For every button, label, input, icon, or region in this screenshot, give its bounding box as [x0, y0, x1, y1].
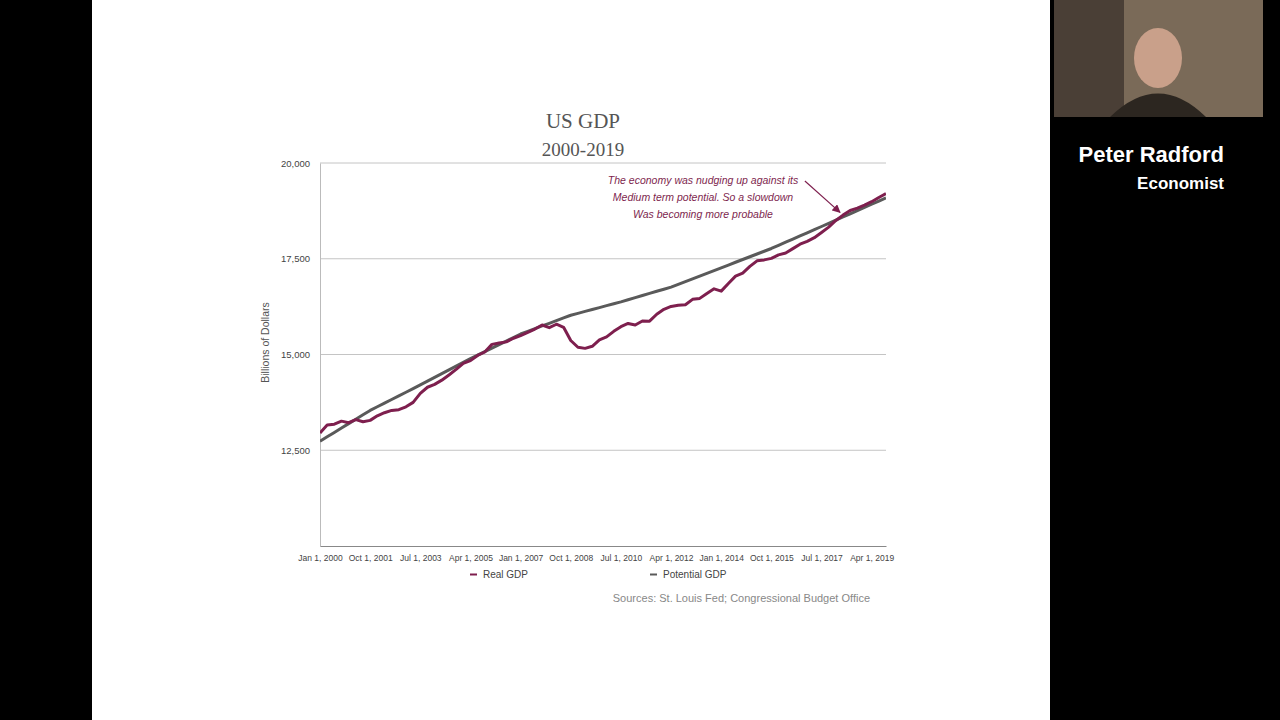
legend-swatch: [650, 574, 657, 576]
title: US GDP: [546, 109, 620, 133]
x-tick: Oct 1, 2015: [750, 546, 794, 563]
grid: [320, 163, 886, 450]
y-tick-label: 15,000: [281, 349, 310, 360]
y-axis-line: [320, 164, 321, 547]
annotation-line: The economy was nudging up against its: [608, 174, 799, 186]
y-tick-label: 17,500: [281, 253, 310, 264]
y-tick: 15,000: [281, 349, 320, 360]
annotation-line: Medium term potential. So a slowdown: [613, 191, 793, 203]
x-tick: Jan 1, 2000: [298, 546, 343, 563]
y-axis-title: Billions of Dollars: [259, 302, 271, 383]
annotation-line: Was becoming more probable: [633, 208, 773, 220]
legend: Real GDP Potential GDP: [470, 569, 727, 580]
webcam: [1054, 0, 1263, 117]
webcam-head: [1134, 28, 1182, 88]
source: Sources: St. Louis Fed; Congressional Bu…: [613, 592, 870, 604]
x-tick: Apr 1, 2012: [650, 546, 694, 563]
legend-label: Real GDP: [483, 569, 528, 580]
y-tick: 12,500: [281, 445, 320, 456]
speaker-name: Peter Radford: [1079, 142, 1224, 167]
x-tick: Jul 1, 2003: [400, 546, 442, 563]
x-tick: Apr 1, 2005: [449, 546, 493, 563]
y-axis: 12,500 15,000 17,500 20,000: [281, 158, 321, 547]
grid-line: [320, 163, 886, 164]
plot-lines: [320, 194, 886, 442]
series-line: [320, 198, 886, 441]
webcam-shelf: [1054, 0, 1124, 117]
legend-label: Potential GDP: [663, 569, 727, 580]
x-tick-label: Jan 1, 2014: [699, 553, 744, 563]
legend-swatch: [470, 574, 477, 576]
x-tick: Jul 1, 2017: [801, 546, 843, 563]
x-tick-label: Apr 1, 2012: [650, 553, 694, 563]
x-axis: Jan 1, 2000 Oct 1, 2001 Jul 1, 2003 Apr 1, …: [298, 546, 894, 563]
x-tick-label: Jul 1, 2010: [601, 553, 643, 563]
x-tick: Apr 1, 2019: [850, 546, 894, 563]
grid-line: [320, 450, 886, 451]
x-axis-line: [321, 546, 887, 547]
background: [0, 0, 1280, 720]
x-tick: Oct 1, 2001: [349, 546, 393, 563]
x-tick-label: Oct 1, 2008: [549, 553, 593, 563]
y-tick: 20,000: [281, 158, 320, 169]
webcam-body: [1110, 94, 1206, 118]
x-tick-label: Jan 1, 2000: [298, 553, 343, 563]
annotation-arrow: [805, 181, 840, 212]
grid-line: [320, 354, 886, 355]
slide: [92, 0, 1050, 720]
x-tick: Jan 1, 2007: [499, 546, 544, 563]
x-tick-label: Apr 1, 2005: [449, 553, 493, 563]
x-tick-label: Jul 1, 2017: [801, 553, 843, 563]
x-tick: Jul 1, 2010: [601, 546, 643, 563]
grid-line: [320, 258, 886, 259]
x-tick-label: Oct 1, 2001: [349, 553, 393, 563]
x-tick: Jan 1, 2014: [699, 546, 744, 563]
annotation: The economy was nudging up against its Me…: [608, 174, 840, 220]
x-tick-label: Apr 1, 2019: [850, 553, 894, 563]
series-line: [320, 194, 886, 433]
y-tick-label: 20,000: [281, 158, 310, 169]
speaker-role: Economist: [1137, 174, 1224, 193]
x-tick-label: Oct 1, 2015: [750, 553, 794, 563]
frame: Peter Radford Economist US GDP 2000-2019 12,…: [0, 0, 1280, 720]
x-tick-label: Jan 1, 2007: [499, 553, 544, 563]
x-tick-label: Jul 1, 2003: [400, 553, 442, 563]
webcam-bg: [1054, 0, 1263, 117]
y-tick: 17,500: [281, 253, 320, 264]
y-tick-label: 12,500: [281, 445, 310, 456]
x-tick: Oct 1, 2008: [549, 546, 593, 563]
subtitle: 2000-2019: [542, 139, 624, 160]
